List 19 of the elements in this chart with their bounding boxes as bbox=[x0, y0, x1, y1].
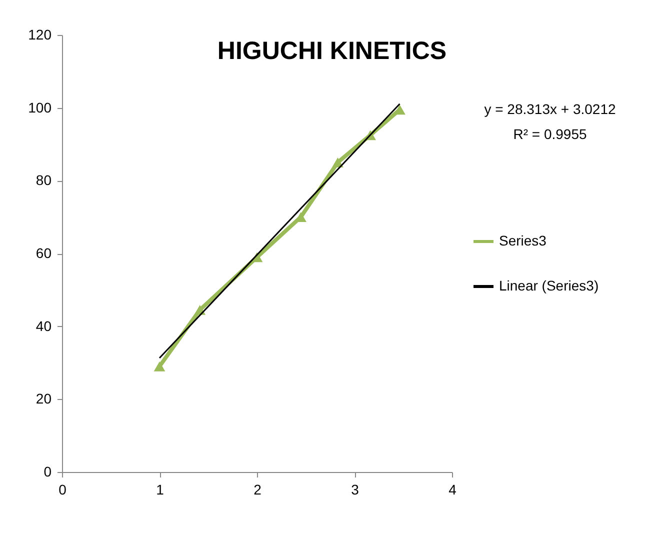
y-tick-label: 0 bbox=[44, 464, 52, 480]
point bbox=[332, 158, 344, 168]
y-tick-label: 60 bbox=[36, 245, 52, 261]
legend-label: Linear (Series3) bbox=[499, 278, 599, 294]
y-tick-label: 100 bbox=[28, 99, 52, 116]
y-tick-label: 20 bbox=[36, 390, 52, 407]
x-tick-label: 4 bbox=[448, 482, 457, 498]
y-tick-label: 40 bbox=[36, 318, 52, 334]
x-tick-label: 2 bbox=[254, 482, 262, 498]
x-tick-label: 0 bbox=[58, 482, 67, 498]
legend-label: Series3 bbox=[499, 232, 547, 248]
text: R² = 0.9955 bbox=[512, 125, 588, 144]
x-tick-label: 3 bbox=[351, 482, 360, 498]
x-tick-label: 1 bbox=[156, 482, 164, 498]
chart-title: HIGUCHI KINETICS bbox=[217, 37, 447, 65]
y-tick-label: 80 bbox=[36, 172, 52, 188]
y-tick-label: 120 bbox=[28, 26, 52, 42]
point bbox=[154, 361, 166, 372]
text: y = 28.313x + 3.0212 bbox=[483, 100, 617, 119]
